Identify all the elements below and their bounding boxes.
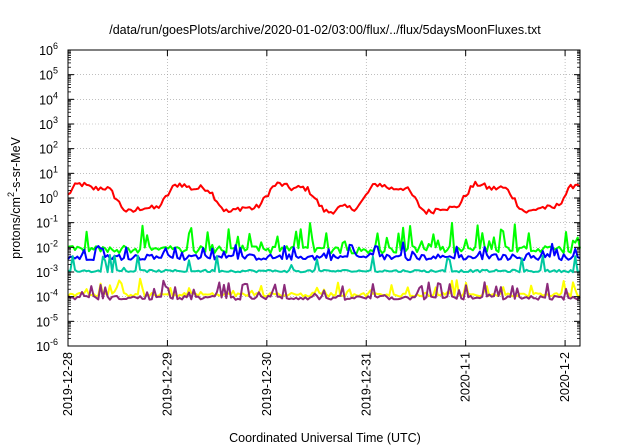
- series-line-6: [67, 279, 581, 301]
- y-tick-label: 105: [39, 66, 58, 83]
- y-axis: 10-6 10-5 10-4 10-3 10-2 10-1 100 101 102 103 104 1…: [36, 41, 580, 354]
- x-axis-label: Coordinated Universal Time (UTC): [229, 431, 421, 445]
- series-line-1: [67, 180, 581, 215]
- x-tick-label: 2019-12-29: [160, 352, 174, 416]
- y-tick-label: 10-2: [36, 238, 58, 255]
- y-tick-label: 10-3: [36, 263, 58, 280]
- chart-title: /data/run/goesPlots/archive/2020-01-02/0…: [109, 23, 541, 37]
- x-tick-label: 2020-1-2: [558, 352, 572, 402]
- y-tick-label: 10-6: [36, 337, 58, 354]
- series-line-5: [67, 277, 581, 298]
- y-tick-label: 100: [39, 189, 58, 206]
- series-layer: [67, 180, 581, 301]
- x-tick-label: 2019-12-30: [260, 352, 274, 416]
- x-tick-label: 2020-1-1: [459, 352, 473, 402]
- y-tick-label: 10-1: [36, 214, 58, 231]
- y-tick-label: 103: [39, 115, 58, 132]
- y-tick-label: 106: [39, 41, 58, 58]
- series-line-3: [67, 241, 581, 262]
- series-line-4: [67, 254, 581, 274]
- x-axis: 2019-12-28 2019-12-29 2019-12-30 2019-12-31…: [61, 50, 572, 416]
- x-tick-label: 2019-12-28: [61, 352, 75, 416]
- gridlines: [68, 50, 580, 346]
- y-axis-label: protons/cm2-s-sr-MeV: [6, 136, 23, 258]
- y-tick-label: 10-5: [36, 312, 58, 329]
- y-tick-label: 104: [39, 90, 58, 107]
- y-tick-label: 101: [39, 164, 58, 181]
- x-tick-label: 2019-12-31: [359, 352, 373, 416]
- series-line-2: [67, 221, 581, 255]
- y-tick-label: 102: [39, 140, 58, 157]
- y-tick-label: 10-4: [36, 288, 58, 305]
